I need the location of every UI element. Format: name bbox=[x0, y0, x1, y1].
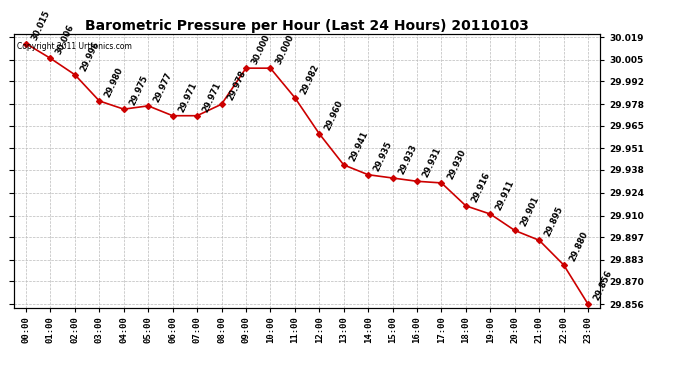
Text: 29.971: 29.971 bbox=[201, 81, 223, 114]
Text: 29.960: 29.960 bbox=[324, 99, 345, 132]
Text: 29.980: 29.980 bbox=[104, 66, 125, 99]
Text: 29.895: 29.895 bbox=[543, 205, 565, 238]
Text: 29.930: 29.930 bbox=[446, 148, 467, 181]
Text: 30.015: 30.015 bbox=[30, 8, 52, 41]
Text: 30.000: 30.000 bbox=[250, 33, 272, 66]
Text: 29.977: 29.977 bbox=[152, 71, 174, 104]
Text: 29.901: 29.901 bbox=[519, 195, 541, 228]
Text: 29.996: 29.996 bbox=[79, 39, 101, 73]
Text: 29.975: 29.975 bbox=[128, 74, 150, 107]
Text: 29.856: 29.856 bbox=[592, 269, 614, 302]
Text: 30.006: 30.006 bbox=[55, 23, 77, 56]
Text: 29.933: 29.933 bbox=[397, 143, 418, 176]
Text: 29.911: 29.911 bbox=[495, 179, 516, 212]
Text: Copyright 2011 Urtronics.com: Copyright 2011 Urtronics.com bbox=[17, 42, 132, 51]
Title: Barometric Pressure per Hour (Last 24 Hours) 20110103: Barometric Pressure per Hour (Last 24 Ho… bbox=[85, 19, 529, 33]
Text: 29.916: 29.916 bbox=[470, 171, 492, 204]
Text: 29.971: 29.971 bbox=[177, 81, 199, 114]
Text: 29.880: 29.880 bbox=[568, 230, 589, 263]
Text: 29.931: 29.931 bbox=[421, 146, 443, 179]
Text: 29.935: 29.935 bbox=[373, 140, 394, 172]
Text: 29.982: 29.982 bbox=[299, 63, 321, 96]
Text: 29.978: 29.978 bbox=[226, 69, 248, 102]
Text: 29.941: 29.941 bbox=[348, 130, 370, 163]
Text: 30.000: 30.000 bbox=[275, 33, 296, 66]
